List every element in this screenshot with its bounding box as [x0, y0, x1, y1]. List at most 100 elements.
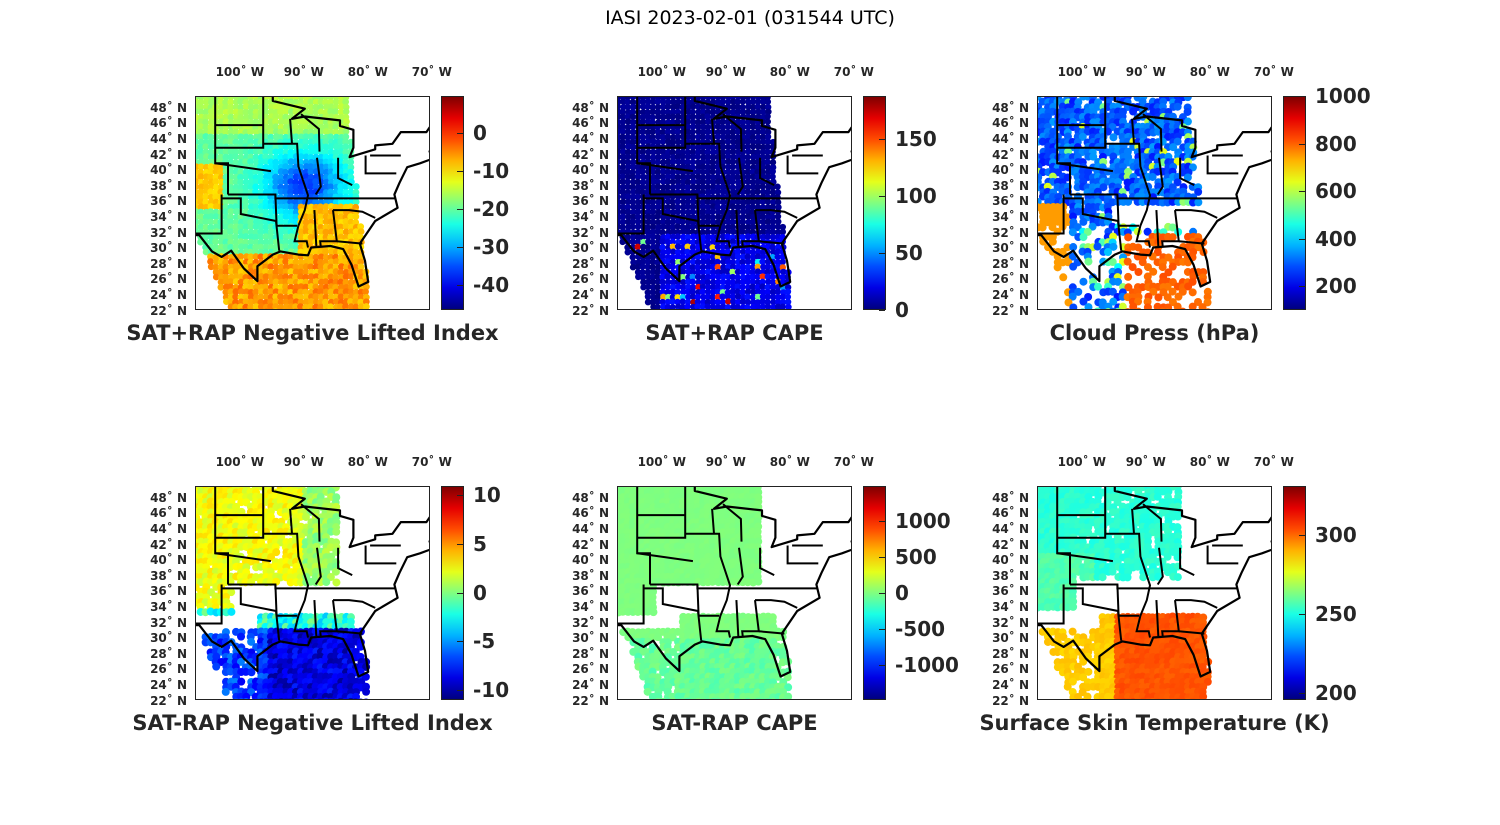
data-point	[754, 188, 761, 195]
data-point	[1113, 127, 1122, 136]
data-point	[659, 128, 667, 136]
data-point	[704, 204, 712, 211]
data-point	[1109, 133, 1118, 142]
data-point	[669, 218, 677, 226]
data-point	[1143, 263, 1152, 272]
data-point	[770, 299, 777, 306]
data-point	[744, 304, 751, 309]
colorbar-tick-label: -5	[473, 629, 496, 654]
data-point	[769, 173, 776, 180]
data-point	[629, 218, 637, 225]
data-point	[725, 153, 732, 160]
data-point	[715, 218, 722, 226]
data-point	[624, 208, 632, 216]
map-panel: 48˚ N 46˚ N 44˚ N 42˚ N 40˚ N 38˚ N 36˚ N 34˚ N…	[992, 65, 1371, 345]
data-point	[227, 607, 236, 616]
data-point	[297, 263, 305, 271]
data-point	[674, 243, 682, 250]
lat-tick-label: 26˚ N	[150, 662, 187, 677]
data-point	[770, 199, 777, 206]
data-point	[324, 308, 328, 309]
data-point	[297, 228, 305, 236]
data-point	[689, 269, 697, 276]
data-point	[267, 163, 275, 171]
data-point	[689, 208, 697, 215]
data-point	[202, 108, 210, 116]
data-point	[297, 128, 305, 136]
data-point	[1138, 258, 1147, 267]
coastline	[1038, 97, 1271, 288]
map-panel: 48˚ N 46˚ N 44˚ N 42˚ N 40˚ N 38˚ N 36˚ N 34˚ N…	[126, 65, 509, 345]
data-point	[754, 253, 762, 260]
lat-tick-label: 36˚ N	[992, 194, 1029, 209]
state-border	[1057, 97, 1107, 149]
data-point	[709, 303, 717, 309]
data-point	[769, 203, 777, 211]
data-point	[347, 158, 355, 166]
data-point	[347, 233, 355, 241]
data-point	[277, 128, 285, 136]
colorbar-tick-mark	[879, 310, 885, 311]
data-point	[719, 158, 727, 166]
data-point	[267, 263, 275, 271]
data-point	[312, 293, 320, 300]
lon-tick-label: 70˚ W	[411, 455, 452, 469]
data-point	[227, 198, 235, 206]
data-point	[307, 298, 315, 305]
data-point	[764, 233, 771, 240]
data-point	[302, 228, 310, 236]
data-point	[337, 168, 345, 176]
data-point	[352, 692, 361, 699]
data-point	[262, 178, 270, 186]
data-point	[237, 103, 245, 111]
data-point	[232, 288, 240, 295]
data-point	[729, 178, 736, 185]
data-point	[1143, 227, 1152, 236]
colorbar	[863, 96, 886, 310]
data-point	[659, 273, 666, 281]
data-point	[1168, 197, 1177, 206]
data-point	[262, 278, 269, 286]
data-point	[699, 113, 706, 120]
data-point	[759, 303, 767, 309]
data-point	[322, 298, 329, 306]
data-point	[704, 293, 712, 301]
data-point	[649, 273, 656, 281]
lat-tick-label: 32˚ N	[150, 225, 187, 240]
data-point	[654, 204, 662, 211]
data-point	[734, 138, 742, 146]
data-point	[1099, 183, 1108, 192]
data-point	[726, 308, 730, 309]
data-point	[231, 547, 240, 556]
data-point	[337, 697, 344, 699]
data-point	[714, 168, 722, 176]
data-point	[769, 273, 776, 280]
data-point	[317, 268, 325, 275]
data-point	[242, 173, 250, 181]
data-point	[281, 652, 290, 661]
data-point	[724, 283, 731, 291]
data-point	[312, 108, 320, 116]
lon-tick-label: 100˚ W	[215, 455, 265, 469]
data-point	[1163, 282, 1172, 291]
data-point	[744, 178, 752, 185]
data-point	[252, 288, 260, 296]
data-point	[744, 188, 751, 195]
data-point	[297, 294, 305, 301]
state-border	[319, 209, 338, 247]
data-point	[749, 98, 757, 106]
data-point	[217, 268, 225, 276]
data-point	[1068, 292, 1077, 301]
data-point	[619, 138, 626, 146]
data-point	[724, 293, 731, 300]
data-point	[252, 118, 260, 126]
state-border	[337, 547, 353, 576]
data-point	[247, 99, 255, 106]
data-point	[685, 293, 692, 301]
data-point	[769, 168, 776, 175]
state-border	[684, 142, 732, 248]
data-point	[699, 263, 707, 271]
data-point	[629, 149, 637, 156]
data-point	[337, 108, 345, 116]
data-point	[714, 293, 722, 301]
